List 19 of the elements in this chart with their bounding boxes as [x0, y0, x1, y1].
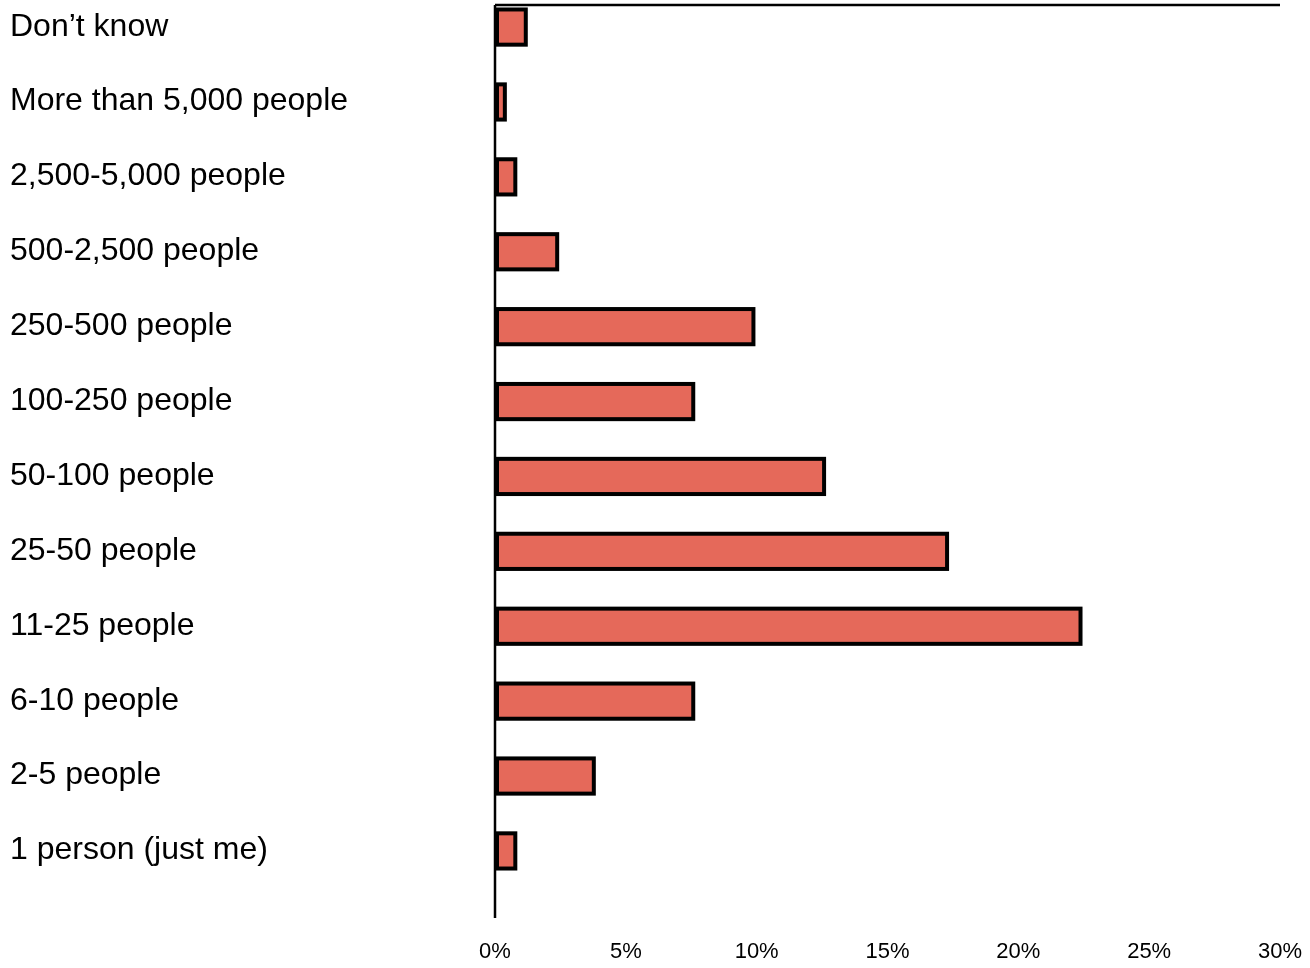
y-tick-label: 1 person (just me) [10, 830, 268, 867]
y-tick-label: 250-500 people [10, 306, 233, 343]
x-tick-label: 0% [479, 938, 511, 963]
x-tick-label: 15% [865, 938, 910, 963]
x-tick-label: 5% [609, 938, 642, 963]
y-tick-label: 500-2,500 people [10, 231, 260, 268]
y-tick-label: 2-5 people [10, 755, 162, 792]
y-tick-label: 11-25 people [10, 605, 195, 642]
y-tick-label: 50-100 people [10, 455, 215, 492]
y-tick-label: 25-50 people [10, 530, 197, 567]
x-tick-label: 30% [1257, 938, 1303, 963]
y-tick-label: 2,500-5,000 people [10, 156, 286, 193]
x-tick-label: 10% [734, 938, 779, 963]
y-tick-label: Don’t know [10, 6, 170, 43]
y-tick-label: 6-10 people [10, 680, 180, 717]
x-tick-label: 25% [1127, 938, 1172, 963]
y-tick-label: More than 5,000 people [10, 81, 349, 118]
x-tick-label: 20% [996, 938, 1041, 963]
y-tick-label: 100-250 people [10, 381, 233, 418]
